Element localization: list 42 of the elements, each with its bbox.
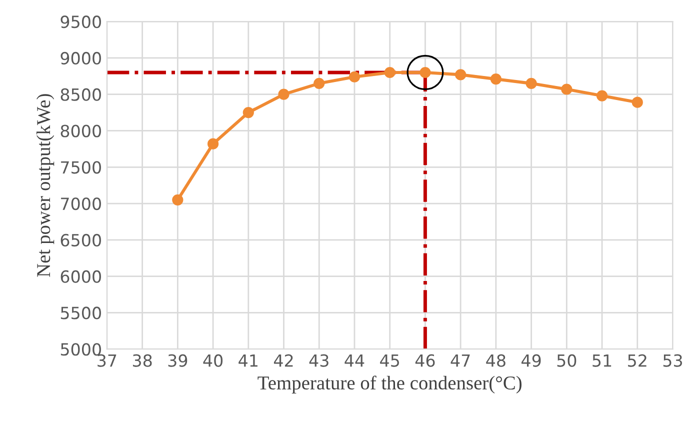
y-tick-label: 9500 <box>60 16 101 28</box>
x-tick-label: 37 <box>98 354 116 367</box>
y-tick-label: 5500 <box>60 306 101 320</box>
x-tick-label: 43 <box>309 354 328 367</box>
y-tick-label: 8000 <box>60 124 101 138</box>
x-tick-label: 38 <box>132 354 152 367</box>
point <box>207 138 219 150</box>
x-tick-label: 48 <box>486 354 506 367</box>
y-tick-label: 8500 <box>60 88 101 101</box>
x-tick-label: 52 <box>628 354 646 367</box>
point <box>596 90 608 102</box>
x-tick-label: 49 <box>522 354 541 367</box>
x-tick-label: 39 <box>168 354 188 367</box>
x-tick-label: 41 <box>238 354 258 367</box>
x-tick-label: 42 <box>274 354 293 367</box>
point <box>455 69 466 80</box>
y-tick-label: 7500 <box>61 161 101 174</box>
y-axis-title: Net power output(kWe) <box>36 94 54 277</box>
point <box>278 88 290 100</box>
y-tick-label: 6000 <box>60 270 101 283</box>
x-tick-label: 40 <box>203 354 223 367</box>
x-axis-title: Temperature of the condenser(°C) <box>258 376 522 394</box>
x-tick-label: 47 <box>450 354 470 367</box>
y-tick-label: 6500 <box>60 234 101 246</box>
y-tick-label: 7000 <box>61 197 101 210</box>
x-tick-label: 44 <box>344 354 364 367</box>
x-tick-label: 45 <box>380 354 399 367</box>
y-tick-label: 9000 <box>60 52 101 65</box>
x-tick-label: 46 <box>415 354 435 367</box>
point <box>490 74 502 85</box>
point <box>348 71 360 82</box>
x-tick-label: 51 <box>592 354 612 367</box>
x-tick-label: 53 <box>663 354 682 367</box>
point <box>526 78 537 89</box>
y-tick-label: 5000 <box>60 343 101 356</box>
point <box>172 194 184 206</box>
point <box>314 78 325 89</box>
point <box>632 96 643 108</box>
x-tick-label: 50 <box>557 354 576 367</box>
point <box>242 106 254 118</box>
point <box>561 84 572 95</box>
point <box>384 66 396 78</box>
